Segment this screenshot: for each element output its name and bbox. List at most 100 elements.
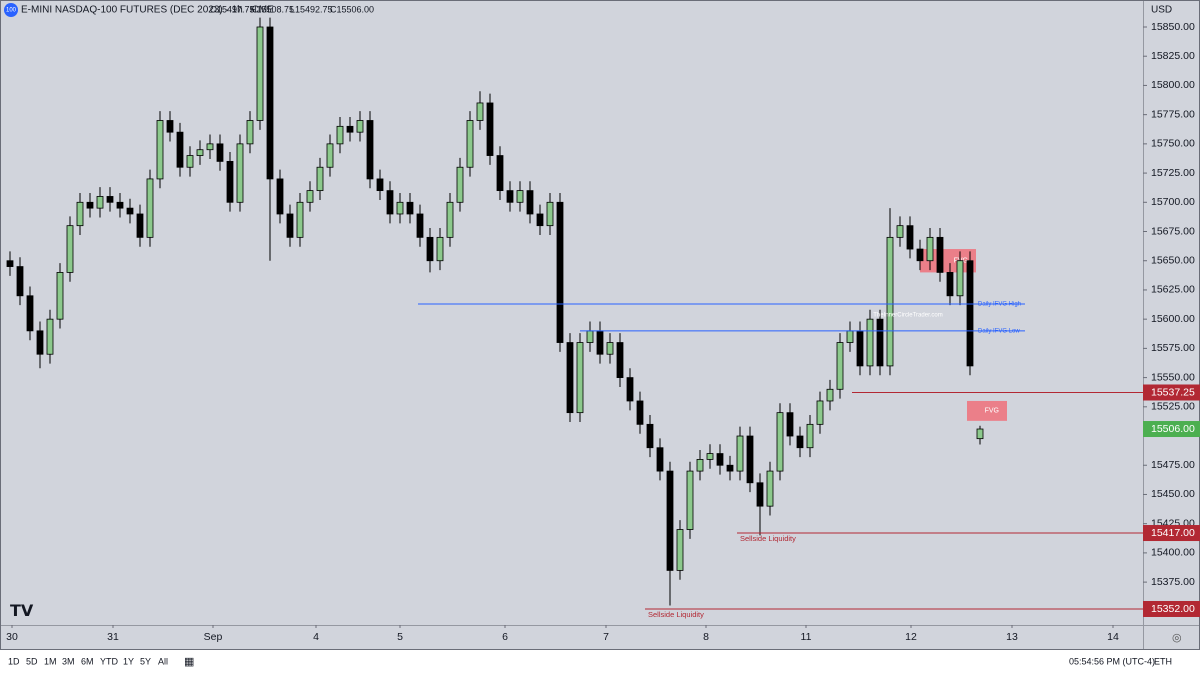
range-button[interactable]: 1D bbox=[8, 656, 20, 666]
candle-body bbox=[696, 459, 704, 472]
range-button[interactable]: 6M bbox=[81, 656, 94, 666]
range-button[interactable]: All bbox=[158, 656, 168, 666]
x-tick-label: 11 bbox=[801, 631, 812, 643]
candle-body bbox=[606, 342, 614, 355]
price-tag bbox=[1143, 600, 1200, 617]
y-tick-label: 15700.00 bbox=[1151, 196, 1195, 208]
level-label: Sellside Liquidity bbox=[648, 610, 704, 619]
candle-body bbox=[66, 225, 74, 273]
fvg-label: FVG bbox=[985, 408, 999, 415]
candle-body bbox=[426, 236, 434, 262]
candle-body bbox=[526, 190, 534, 215]
range-button[interactable]: 5D bbox=[26, 656, 38, 666]
range-button[interactable]: 1M bbox=[44, 656, 57, 666]
candle-body bbox=[256, 26, 264, 121]
candle-body bbox=[436, 236, 444, 262]
candle-body bbox=[396, 201, 404, 215]
candle-body bbox=[126, 207, 134, 215]
range-button[interactable]: 1Y bbox=[123, 656, 134, 666]
candle-body bbox=[306, 190, 314, 203]
candle-body bbox=[616, 342, 624, 378]
ohlc-value: O15497.75 bbox=[210, 4, 255, 14]
candle-body bbox=[286, 213, 294, 238]
level-label: Daily IFVG High bbox=[978, 302, 1021, 308]
toolbar-background bbox=[0, 650, 1200, 675]
candle-body bbox=[576, 342, 584, 414]
currency[interactable]: USD bbox=[1151, 5, 1172, 16]
candle-body bbox=[16, 266, 24, 297]
candle-body bbox=[876, 318, 884, 367]
range-button[interactable]: YTD bbox=[100, 656, 119, 666]
candle-body bbox=[756, 482, 764, 507]
last-price-tag bbox=[1143, 421, 1200, 438]
candle-body bbox=[546, 201, 554, 227]
candle-body bbox=[516, 190, 524, 203]
candle-body bbox=[266, 26, 274, 180]
x-tick-label: 12 bbox=[905, 631, 917, 643]
symbol-icon-text: 100 bbox=[6, 8, 17, 14]
y-tick-label: 15375.00 bbox=[1151, 576, 1195, 588]
y-tick-label: 15725.00 bbox=[1151, 167, 1195, 179]
y-tick-label: 15800.00 bbox=[1151, 79, 1195, 91]
clock: 05:54:56 PM (UTC-4) bbox=[1069, 656, 1155, 666]
candle-body bbox=[86, 201, 94, 209]
price-tag-label: 15537.25 bbox=[1151, 386, 1195, 398]
y-tick-label: 15675.00 bbox=[1151, 225, 1195, 237]
candle-body bbox=[6, 260, 14, 267]
chart-title: E-MINI NASDAQ-100 FUTURES (DEC 2023) · 1… bbox=[21, 5, 274, 16]
candle-body bbox=[666, 470, 674, 571]
candle-body bbox=[356, 120, 364, 133]
candle-body bbox=[686, 470, 694, 530]
candle-body bbox=[466, 120, 474, 168]
x-tick-label: 30 bbox=[6, 631, 18, 643]
candle-body bbox=[326, 143, 334, 168]
y-tick-label: 15850.00 bbox=[1151, 21, 1195, 33]
x-tick-label: 14 bbox=[1107, 631, 1119, 643]
candle-body bbox=[46, 318, 54, 355]
range-button[interactable]: 3M bbox=[62, 656, 75, 666]
candle-body bbox=[926, 236, 934, 262]
candle-body bbox=[886, 236, 894, 367]
candle-body bbox=[796, 435, 804, 449]
y-tick-label: 15775.00 bbox=[1151, 108, 1195, 120]
candle-body bbox=[136, 213, 144, 238]
candle-body bbox=[496, 155, 504, 192]
candle-body bbox=[776, 412, 784, 472]
candle-body bbox=[186, 155, 194, 168]
x-tick-label: Sep bbox=[204, 631, 223, 643]
candle-body bbox=[226, 160, 234, 203]
candle-body bbox=[736, 435, 744, 472]
candle-body bbox=[716, 453, 724, 466]
candle-body bbox=[626, 377, 634, 402]
candle-body bbox=[866, 318, 874, 367]
candle-body bbox=[206, 143, 214, 151]
price-tag-label: 15417.00 bbox=[1151, 527, 1195, 539]
candle-body bbox=[586, 330, 594, 343]
last-price-label: 15506.00 bbox=[1151, 423, 1195, 435]
session[interactable]: ETH bbox=[1154, 656, 1172, 666]
symbol-icon bbox=[4, 3, 18, 17]
x-tick-label: 5 bbox=[397, 631, 403, 643]
candle-body bbox=[856, 330, 864, 367]
settings-icon[interactable]: ◎ bbox=[1172, 632, 1182, 644]
candle-body bbox=[636, 400, 644, 425]
candle-body bbox=[176, 131, 184, 168]
date-range-icon[interactable]: ▦ bbox=[184, 656, 194, 668]
y-tick-label: 15475.00 bbox=[1151, 459, 1195, 471]
candle-body bbox=[296, 201, 304, 238]
candle-body bbox=[156, 120, 164, 180]
candle-body bbox=[456, 166, 464, 203]
candle-body bbox=[116, 201, 124, 209]
y-tick-label: 15650.00 bbox=[1151, 255, 1195, 267]
candle-body bbox=[216, 143, 224, 162]
range-button[interactable]: 5Y bbox=[140, 656, 151, 666]
level-label: Daily IFVG Low bbox=[978, 328, 1020, 334]
candle-body bbox=[316, 166, 324, 192]
candle-body bbox=[596, 330, 604, 355]
candle-body bbox=[446, 201, 454, 238]
candle-body bbox=[376, 178, 384, 192]
candle-body bbox=[726, 464, 734, 472]
candle-body bbox=[366, 120, 374, 180]
candle-body bbox=[166, 120, 174, 133]
